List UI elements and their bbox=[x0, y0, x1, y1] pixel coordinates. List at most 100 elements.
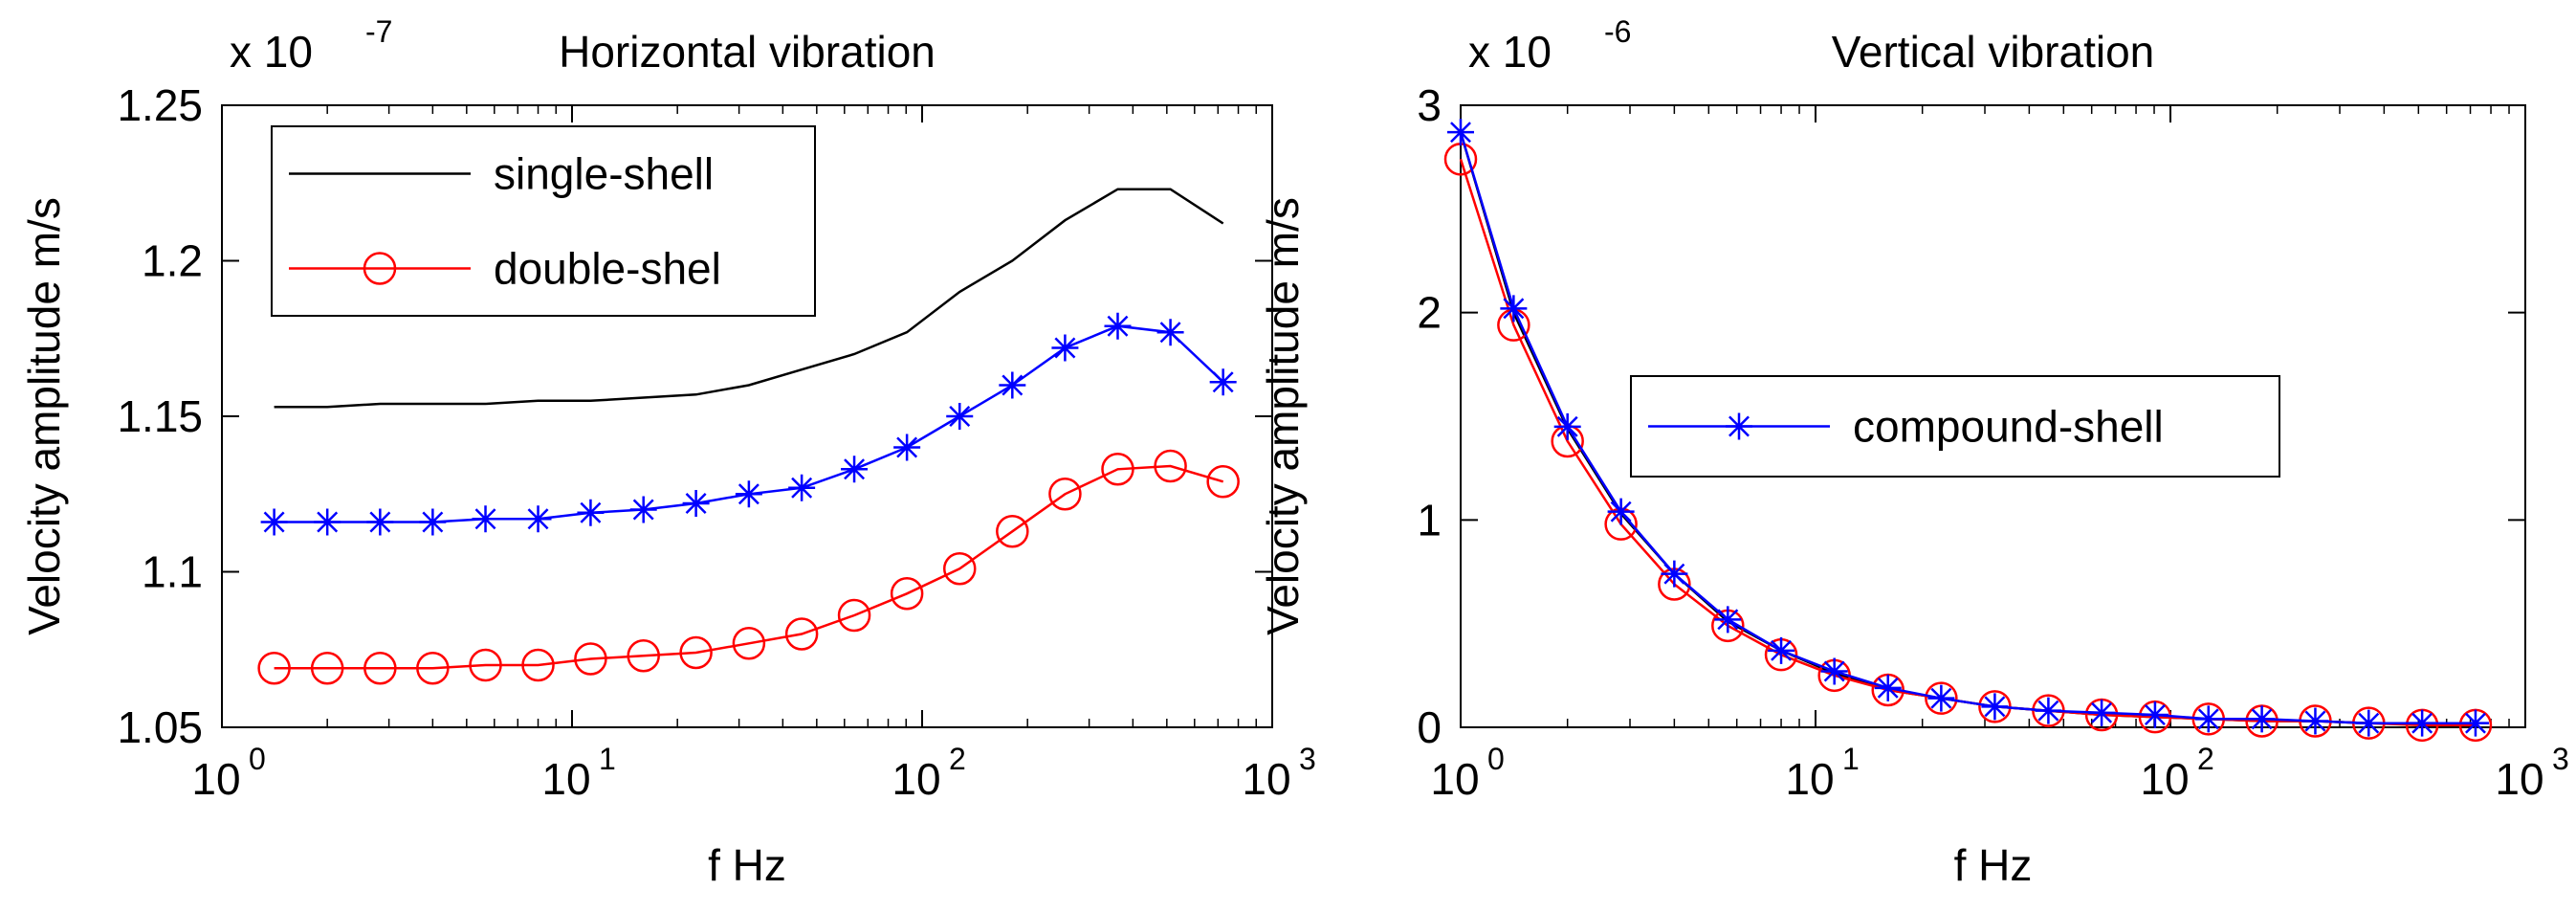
series-compound-shell bbox=[1447, 119, 2489, 737]
data-point bbox=[1768, 636, 1795, 664]
data-point bbox=[2035, 697, 2062, 724]
data-point bbox=[1051, 334, 1079, 362]
data-point bbox=[942, 552, 977, 586]
data-point bbox=[1927, 684, 1955, 712]
data-point bbox=[1447, 119, 1474, 146]
series-double-shel bbox=[257, 449, 1240, 685]
x-tick-label: 10 bbox=[2495, 754, 2543, 804]
x-tick-label: 10 bbox=[1785, 754, 1834, 804]
data-point bbox=[682, 490, 710, 517]
data-point bbox=[996, 515, 1029, 548]
data-point bbox=[629, 496, 657, 523]
data-point bbox=[841, 456, 869, 483]
x-tick-exponent: 1 bbox=[599, 742, 616, 776]
y-exponent-power: -6 bbox=[1604, 14, 1631, 49]
x-axis-label: f Hz bbox=[708, 840, 786, 890]
x-tick-label: 10 bbox=[1430, 754, 1479, 804]
chart-title: Horizontal vibration bbox=[559, 27, 936, 77]
x-tick-label: 10 bbox=[541, 754, 590, 804]
data-point bbox=[472, 505, 499, 533]
data-point bbox=[2248, 705, 2276, 733]
data-point bbox=[893, 434, 921, 461]
series-line bbox=[274, 464, 1224, 670]
data-point bbox=[946, 403, 974, 430]
y-tick-label: 1.05 bbox=[117, 702, 203, 752]
data-point bbox=[366, 508, 394, 536]
data-point bbox=[257, 652, 291, 685]
x-axis-label: f Hz bbox=[1954, 840, 2033, 890]
data-point bbox=[416, 652, 450, 685]
data-point bbox=[837, 598, 871, 633]
data-point bbox=[1101, 453, 1134, 486]
data-point bbox=[1820, 657, 1848, 685]
data-point bbox=[890, 577, 924, 611]
x-tick-exponent: 2 bbox=[2197, 742, 2214, 776]
data-point bbox=[1925, 681, 1958, 715]
data-point bbox=[1209, 368, 1237, 396]
y-tick-label: 3 bbox=[1417, 80, 1442, 130]
data-point bbox=[314, 508, 341, 536]
data-point bbox=[1661, 560, 1688, 588]
x-tick-exponent: 3 bbox=[2552, 742, 2569, 776]
y-tick-label: 1.25 bbox=[117, 80, 203, 130]
y-exponent-label: x 10 bbox=[230, 27, 313, 77]
y-exponent-power: -7 bbox=[365, 14, 392, 49]
x-tick-label: 10 bbox=[1242, 754, 1290, 804]
legend-label: single-shell bbox=[494, 149, 714, 199]
data-point bbox=[1104, 312, 1132, 340]
legend-label: compound-shell bbox=[1853, 402, 2164, 452]
x-tick-exponent: 0 bbox=[249, 742, 266, 776]
data-point bbox=[2141, 701, 2169, 728]
data-point bbox=[1874, 674, 1902, 701]
chart-title: Vertical vibration bbox=[1832, 27, 2155, 77]
series-line bbox=[274, 188, 1224, 409]
data-point bbox=[784, 617, 819, 651]
x-tick-exponent: 1 bbox=[1842, 742, 1860, 776]
y-tick-label: 1 bbox=[1417, 495, 1442, 545]
series-compound-shell bbox=[260, 312, 1237, 536]
data-point bbox=[260, 508, 288, 536]
data-point bbox=[2409, 709, 2436, 737]
legend: single-shell double-shel bbox=[271, 125, 816, 317]
horizontal-vibration-chart: 10 0 10 1 10 2 10 3 1.05 1.1 1.15 1.2 1.25 x 10 -7 Hori… bbox=[19, 14, 1316, 890]
data-point bbox=[2194, 705, 2222, 733]
data-point bbox=[1981, 693, 2009, 721]
y-exponent-label: x 10 bbox=[1468, 27, 1552, 77]
data-point bbox=[469, 648, 502, 682]
y-tick-label: 0 bbox=[1417, 702, 1442, 752]
data-point bbox=[1553, 412, 1581, 440]
y-tick-label: 1.2 bbox=[142, 236, 203, 286]
data-point bbox=[577, 499, 605, 526]
data-point bbox=[1500, 295, 1528, 323]
data-point bbox=[627, 639, 660, 673]
x-tick-label: 10 bbox=[892, 754, 940, 804]
x-tick-exponent: 0 bbox=[1487, 742, 1505, 776]
data-point bbox=[1156, 319, 1184, 346]
x-tick-label: 10 bbox=[191, 754, 240, 804]
data-point bbox=[1154, 449, 1187, 483]
data-point bbox=[679, 635, 713, 670]
data-point bbox=[1607, 498, 1635, 525]
data-point bbox=[2088, 699, 2116, 726]
y-axis-label: Velocity amplitude m/s bbox=[1258, 197, 1308, 635]
data-point bbox=[2301, 707, 2329, 735]
legend: compound-shell bbox=[1630, 375, 2280, 478]
data-point bbox=[788, 474, 816, 501]
data-point bbox=[735, 480, 762, 508]
data-point bbox=[310, 652, 344, 685]
y-axis-label: Velocity amplitude m/s bbox=[19, 197, 69, 635]
y-tick-label: 1.1 bbox=[142, 547, 203, 597]
data-point bbox=[999, 371, 1026, 399]
legend-box bbox=[271, 125, 816, 317]
y-tick-label: 2 bbox=[1417, 288, 1442, 338]
data-point bbox=[1048, 478, 1082, 511]
x-tick-exponent: 3 bbox=[1299, 742, 1316, 776]
data-point bbox=[2355, 709, 2383, 737]
data-point bbox=[574, 642, 607, 676]
legend-marker bbox=[363, 252, 397, 285]
data-point bbox=[732, 627, 766, 660]
data-point bbox=[419, 508, 447, 536]
legend-label: double-shel bbox=[494, 244, 721, 294]
